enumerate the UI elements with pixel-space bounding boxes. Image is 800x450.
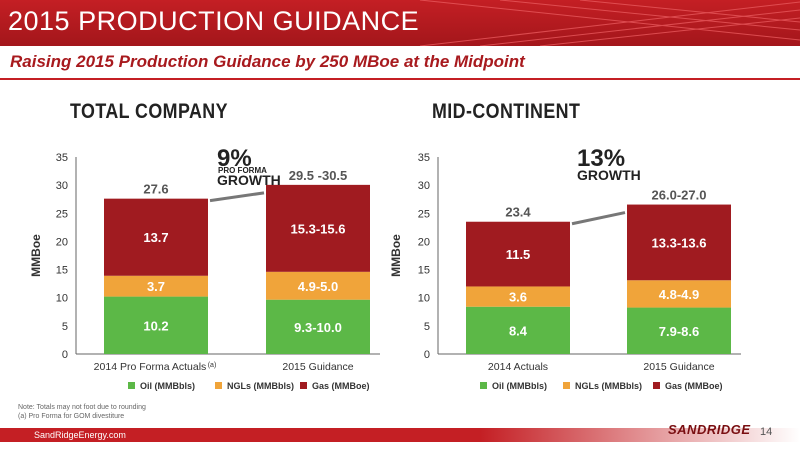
mc-bar-1-oil xyxy=(627,307,731,354)
footer-bar xyxy=(0,428,800,442)
tc-bar-1-oil xyxy=(266,299,370,354)
mc-y-tick-label: 0 xyxy=(424,349,430,361)
tc-growth-line1: PRO FORMA xyxy=(218,166,267,175)
mc-y-tick-label: 30 xyxy=(418,180,430,192)
mc-bar-label: 4.8-4.9 xyxy=(659,287,699,302)
mc-total-label: 26.0-27.0 xyxy=(652,188,707,203)
mc-growth-connector xyxy=(571,211,626,226)
tc-category-label: 2015 Guidance xyxy=(282,361,353,373)
tc-bar-0-gas xyxy=(104,198,208,276)
mc-category-label: 2014 Actuals xyxy=(488,361,548,373)
tc-y-tick-label: 0 xyxy=(62,349,68,361)
mc-y-tick-label: 35 xyxy=(418,152,430,164)
tc-legend-swatch xyxy=(128,382,135,389)
tc-y-axis-label: MMBoe xyxy=(29,234,43,277)
tc-y-tick-label: 35 xyxy=(56,152,68,164)
mc-y-tick-label: 20 xyxy=(418,236,430,248)
mc-bar-label: 3.6 xyxy=(509,290,527,305)
tc-bar-1-ngls xyxy=(266,271,370,300)
mc-growth-pct: 13% xyxy=(577,145,625,172)
mc-bar-label: 8.4 xyxy=(509,323,528,338)
mc-category-label: 2015 Guidance xyxy=(643,361,714,373)
footnote-rounding: Note: Totals may not foot due to roundin… xyxy=(18,404,146,411)
tc-category-label: 2014 Pro Forma Actuals xyxy=(94,361,207,373)
mc-legend-label: NGLs (MMBbls) xyxy=(575,381,642,391)
tc-category-note: (a) xyxy=(208,362,217,369)
mc-y-axis-label: MMBoe xyxy=(389,234,403,277)
tc-total-label: 29.5 -30.5 xyxy=(289,168,348,183)
mc-bar-0-gas xyxy=(466,221,570,287)
mc-bar-0-oil xyxy=(466,306,570,354)
mc-bar-0-ngls xyxy=(466,286,570,307)
subtitle-divider xyxy=(0,78,800,80)
tc-bar-label: 4.9-5.0 xyxy=(298,279,338,294)
mc-bar-1-gas xyxy=(627,204,731,281)
panel-title-mid-continent: MID-CONTINENT xyxy=(432,100,581,123)
mc-y-tick-label: 15 xyxy=(418,265,430,277)
tc-growth-connector xyxy=(209,191,265,203)
page-number: 14 xyxy=(760,426,773,438)
tc-legend-swatch xyxy=(300,382,307,389)
tc-total-label: 27.6 xyxy=(143,182,168,197)
tc-y-tick-label: 30 xyxy=(56,180,68,192)
tc-legend-label: Oil (MMBbls) xyxy=(140,381,195,391)
mc-legend-label: Oil (MMBbls) xyxy=(492,381,547,391)
mc-y-tick-label: 5 xyxy=(424,321,430,333)
footer-website: SandRidgeEnergy.com xyxy=(34,430,126,440)
header-bar: 2015 PRODUCTION GUIDANCE xyxy=(0,0,800,46)
tc-bar-label: 13.7 xyxy=(143,230,168,245)
tc-growth-line2: GROWTH xyxy=(217,172,281,188)
mc-legend-swatch xyxy=(563,382,570,389)
slide-subtitle: Raising 2015 Production Guidance by 250 … xyxy=(10,52,525,71)
mc-legend-swatch xyxy=(653,382,660,389)
page-title: 2015 PRODUCTION GUIDANCE xyxy=(8,6,420,36)
tc-bar-0-ngls xyxy=(104,275,208,297)
tc-bar-1-gas xyxy=(266,184,370,272)
mc-total-label: 23.4 xyxy=(505,205,531,220)
tc-bar-label: 15.3-15.6 xyxy=(291,221,346,236)
sandridge-logo: SANDRIDGE xyxy=(668,422,751,437)
tc-y-tick-label: 25 xyxy=(56,208,68,220)
footnote-divestiture: (a) Pro Forma for GOM divestiture xyxy=(18,413,125,420)
mc-bar-label: 7.9-8.6 xyxy=(659,324,699,339)
tc-legend-label: NGLs (MMBbls) xyxy=(227,381,294,391)
header-decoration xyxy=(419,0,800,46)
mc-bar-label: 11.5 xyxy=(506,247,531,262)
tc-bar-label: 10.2 xyxy=(143,318,168,333)
tc-bar-label: 3.7 xyxy=(147,279,165,294)
mc-y-tick-label: 25 xyxy=(418,208,430,220)
mc-legend-swatch xyxy=(480,382,487,389)
tc-y-tick-label: 15 xyxy=(56,265,68,277)
tc-growth-pct: 9% xyxy=(217,145,252,172)
mc-legend-label: Gas (MMBoe) xyxy=(665,381,723,391)
mc-growth-line2: GROWTH xyxy=(577,167,641,183)
charts-canvas: 0 5 10 15 20 25 30 35 MMBoe 10.2 3.7 13.7 27.6 2014 P… xyxy=(29,145,741,391)
tc-bar-0-oil xyxy=(104,296,208,354)
mc-bar-1-ngls xyxy=(627,280,731,308)
mc-y-tick-label: 10 xyxy=(418,293,430,305)
mc-bar-label: 13.3-13.6 xyxy=(652,235,707,250)
tc-legend-swatch xyxy=(215,382,222,389)
tc-y-tick-label: 20 xyxy=(56,236,68,248)
panel-title-total-company: TOTAL COMPANY xyxy=(70,100,228,123)
tc-y-tick-label: 10 xyxy=(56,293,68,305)
tc-legend-label: Gas (MMBoe) xyxy=(312,381,370,391)
tc-bar-label: 9.3-10.0 xyxy=(294,320,342,335)
tc-y-tick-label: 5 xyxy=(62,321,68,333)
